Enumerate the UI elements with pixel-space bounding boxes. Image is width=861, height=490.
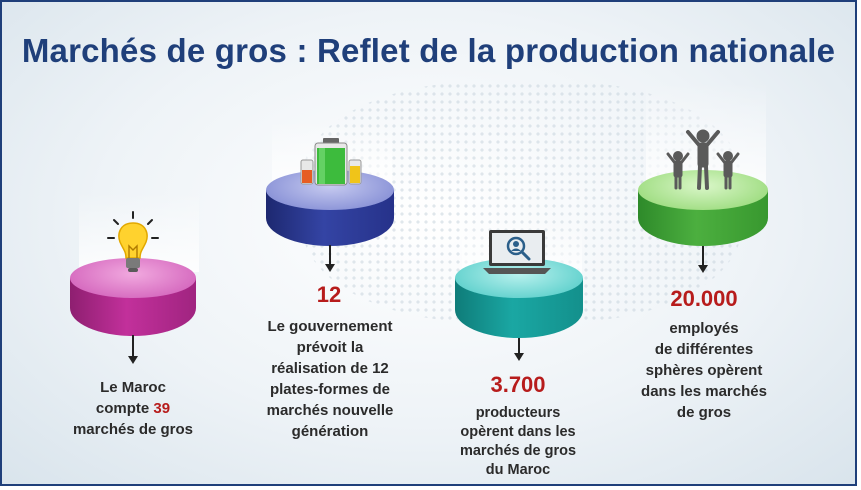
arrow-down <box>325 264 335 272</box>
arrow-line <box>702 246 704 266</box>
page-title: Marchés de gros : Reflet de la productio… <box>21 32 836 69</box>
arrow-down <box>514 353 524 361</box>
item2-number: 12 <box>316 282 342 307</box>
arrow-down <box>698 265 708 273</box>
pedestal-navy <box>266 170 394 246</box>
item4-number: 20.000 <box>670 286 738 311</box>
item2-text: Le gouvernement prévoit la réalisation d… <box>266 318 394 440</box>
item1-text: Le Maroc compte 39 marchés de gros <box>72 379 194 438</box>
pedestal-green <box>638 170 768 246</box>
arrow-line <box>518 338 520 354</box>
arrow-line <box>329 245 331 265</box>
arrow-line <box>132 335 134 357</box>
lightbulb-icon <box>107 211 159 272</box>
item4-text: employés de différentes sphères opèrent … <box>641 320 767 421</box>
battery-icon <box>300 138 362 186</box>
people-icon <box>666 129 740 190</box>
item3-text: producteurs opèrent dans les marchés de … <box>459 405 577 478</box>
monitor-user-icon <box>483 230 551 274</box>
arrow-down <box>128 356 138 364</box>
item3-number: 3.700 <box>490 372 546 397</box>
